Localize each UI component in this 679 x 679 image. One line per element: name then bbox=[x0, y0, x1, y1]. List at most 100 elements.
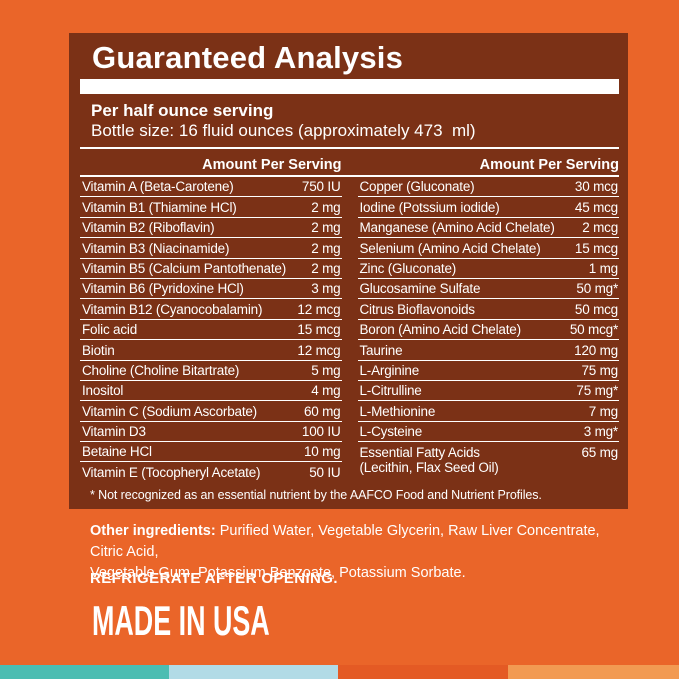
made-in-usa: MADE IN USA bbox=[92, 597, 270, 644]
nutrient-name: Vitamin B5 (Calcium Pantothenate) bbox=[82, 260, 287, 276]
guaranteed-analysis-panel: Guaranteed Analysis Per half ounce servi… bbox=[69, 33, 628, 509]
nutrient-name: Essential Fatty Acids bbox=[359, 445, 481, 461]
nutrient-amount: 2 mg bbox=[311, 260, 341, 276]
nutrient-amount: 100 IU bbox=[301, 424, 341, 440]
nutrient-amount: 75 mg bbox=[581, 362, 618, 378]
strip-segment-orange bbox=[338, 665, 508, 679]
strip-segment-lightblue bbox=[169, 665, 338, 679]
nutrient-name: Vitamin E (Tocopheryl Acetate) bbox=[82, 465, 261, 481]
table-row: Copper (Gluconate) 30 mcg bbox=[357, 177, 619, 198]
nutrient-amount: 2 mg bbox=[311, 220, 341, 236]
table-row: Essential Fatty Acids (Lecithin, Flax See… bbox=[358, 442, 620, 477]
nutrient-amount: 120 mg bbox=[574, 342, 618, 358]
nutrient-name: Folic acid bbox=[82, 322, 138, 338]
nutrient-name: Selenium (Amino Acid Chelate) bbox=[359, 240, 541, 256]
table-row: Vitamin B1 (Thiamine HCl) 2 mg bbox=[80, 197, 342, 218]
nutrient-name: Vitamin C (Sodium Ascorbate) bbox=[82, 403, 257, 419]
nutrient-amount: 3 mg* bbox=[583, 424, 618, 440]
nutrient-name: L-Methionine bbox=[359, 403, 436, 419]
nutrient-name: Boron (Amino Acid Chelate) bbox=[359, 322, 522, 338]
nutrient-amount: 4 mg bbox=[311, 383, 341, 399]
other-ingredients-line1: Other ingredients: Purified Water, Veget… bbox=[90, 521, 630, 563]
nutrient-name: Iodine (Potssium iodide) bbox=[359, 199, 500, 215]
nutrient-amount: 50 IU bbox=[309, 465, 341, 481]
nutrient-name: Vitamin B6 (Pyridoxine HCl) bbox=[82, 281, 244, 297]
table-row: Vitamin D3 100 IU bbox=[80, 422, 342, 443]
nutrient-amount: 3 mg bbox=[311, 281, 341, 297]
nutrient-name: Vitamin A (Beta-Carotene) bbox=[82, 179, 234, 195]
nutrient-name: Vitamin B3 (Niacinamide) bbox=[82, 240, 230, 256]
nutrient-amount: 50 mcg bbox=[574, 301, 618, 317]
nutrient-amount: 2 mg bbox=[311, 199, 341, 215]
strip-segment-teal bbox=[0, 665, 169, 679]
table-row: L-Citrulline 75 mg* bbox=[357, 381, 619, 402]
right-column-header: Amount Per Serving bbox=[479, 157, 619, 173]
nutrient-name: Vitamin B1 (Thiamine HCl) bbox=[82, 199, 237, 215]
table-row: Selenium (Amino Acid Chelate) 15 mcg bbox=[357, 238, 619, 259]
right-column: Copper (Gluconate) 30 mcg Iodine (Potssi… bbox=[357, 177, 620, 477]
nutrient-amount: 750 IU bbox=[301, 179, 341, 195]
nutrient-name: Biotin bbox=[82, 342, 115, 358]
refrigerate-notice: REFRIGERATE AFTER OPENING. bbox=[90, 570, 338, 587]
left-column: Vitamin A (Beta-Carotene) 750 IU Vitamin… bbox=[80, 177, 342, 483]
table-row: Citrus Bioflavonoids 50 mcg bbox=[357, 299, 619, 320]
nutrient-name: Vitamin D3 bbox=[82, 424, 146, 440]
nutrient-amount: 2 mcg bbox=[582, 220, 618, 236]
nutrient-amount: 45 mcg bbox=[574, 199, 618, 215]
nutrient-name-line2: (Lecithin, Flax Seed Oil) bbox=[359, 460, 499, 476]
nutrient-name: Vitamin B12 (Cyanocobalamin) bbox=[82, 301, 263, 317]
nutrient-amount: 5 mg bbox=[311, 362, 341, 378]
panel-title: Guaranteed Analysis bbox=[92, 40, 404, 75]
nutrient-name: Vitamin B2 (Riboflavin) bbox=[82, 220, 215, 236]
nutrient-amount: 15 mcg bbox=[574, 240, 618, 256]
table-row: Manganese (Amino Acid Chelate) 2 mcg bbox=[357, 218, 619, 239]
table-row: Vitamin A (Beta-Carotene) 750 IU bbox=[80, 177, 342, 198]
nutrient-name: L-Arginine bbox=[359, 362, 420, 378]
table-row: Choline (Choline Bitartrate) 5 mg bbox=[80, 361, 342, 381]
nutrient-amount: 30 mcg bbox=[574, 179, 618, 195]
strip-segment-lightorange bbox=[508, 665, 679, 679]
table-row: Vitamin B5 (Calcium Pantothenate) 2 mg bbox=[80, 259, 342, 279]
table-row: Betaine HCl 10 mg bbox=[80, 442, 342, 463]
nutrient-name: L-Cysteine bbox=[359, 424, 423, 440]
nutrient-name: Glucosamine Sulfate bbox=[359, 281, 481, 297]
nutrient-amount: 1 mg bbox=[588, 260, 618, 276]
nutrient-amount: 7 mg bbox=[588, 403, 618, 419]
serving-size-line: Per half ounce serving bbox=[91, 101, 274, 120]
table-row: Vitamin B2 (Riboflavin) 2 mg bbox=[80, 218, 342, 239]
table-row: Inositol 4 mg bbox=[80, 381, 342, 402]
nutrient-name: Copper (Gluconate) bbox=[359, 179, 475, 195]
analysis-table: Amount Per Serving Amount Per Serving Vi… bbox=[80, 147, 619, 483]
table-row: Taurine 120 mg bbox=[357, 340, 619, 361]
nutrient-name: Taurine bbox=[359, 342, 403, 358]
other-ingredients: Other ingredients: Purified Water, Veget… bbox=[90, 521, 630, 584]
table-row: L-Cysteine 3 mg* bbox=[357, 422, 619, 443]
nutrient-name: Betaine HCl bbox=[82, 444, 152, 460]
table-row: Biotin 12 mcg bbox=[80, 340, 342, 361]
nutrient-amount: 10 mg bbox=[303, 444, 341, 460]
left-column-header: Amount Per Serving bbox=[202, 157, 342, 173]
table-row: L-Methionine 7 mg bbox=[357, 401, 619, 422]
table-row: Boron (Amino Acid Chelate) 50 mcg* bbox=[357, 320, 619, 341]
title-divider-bar bbox=[80, 79, 619, 94]
nutrient-name: L-Citrulline bbox=[359, 383, 422, 399]
nutrient-amount: 2 mg bbox=[311, 240, 341, 256]
other-ingredients-text: Purified Water, Vegetable Glycerin, Raw … bbox=[90, 523, 600, 560]
bottle-size-line: Bottle size: 16 fluid ounces (approximat… bbox=[91, 121, 476, 140]
table-top-rule bbox=[80, 147, 619, 149]
table-row: Glucosamine Sulfate 50 mg* bbox=[357, 279, 619, 300]
nutrient-amount: 12 mcg bbox=[297, 342, 341, 358]
table-row: Folic acid 15 mcg bbox=[80, 320, 342, 341]
nutrient-amount: 15 mcg bbox=[297, 322, 341, 338]
nutrient-amount: 12 mcg bbox=[297, 301, 341, 317]
nutrient-name: Zinc (Gluconate) bbox=[359, 260, 457, 276]
table-row: Vitamin B6 (Pyridoxine HCl) 3 mg bbox=[80, 279, 342, 300]
other-ingredients-line2: Vegetable Gum, Potassium Benzoate, Potas… bbox=[90, 565, 466, 581]
table-row: Vitamin E (Tocopheryl Acetate) 50 IU bbox=[80, 462, 342, 482]
nutrient-amount: 65 mg bbox=[581, 445, 618, 461]
nutrient-amount: 50 mg* bbox=[576, 281, 618, 297]
nutrient-name: Manganese (Amino Acid Chelate) bbox=[359, 220, 555, 236]
bottom-color-strip bbox=[0, 665, 679, 679]
table-row: Vitamin B3 (Niacinamide) 2 mg bbox=[80, 238, 342, 259]
